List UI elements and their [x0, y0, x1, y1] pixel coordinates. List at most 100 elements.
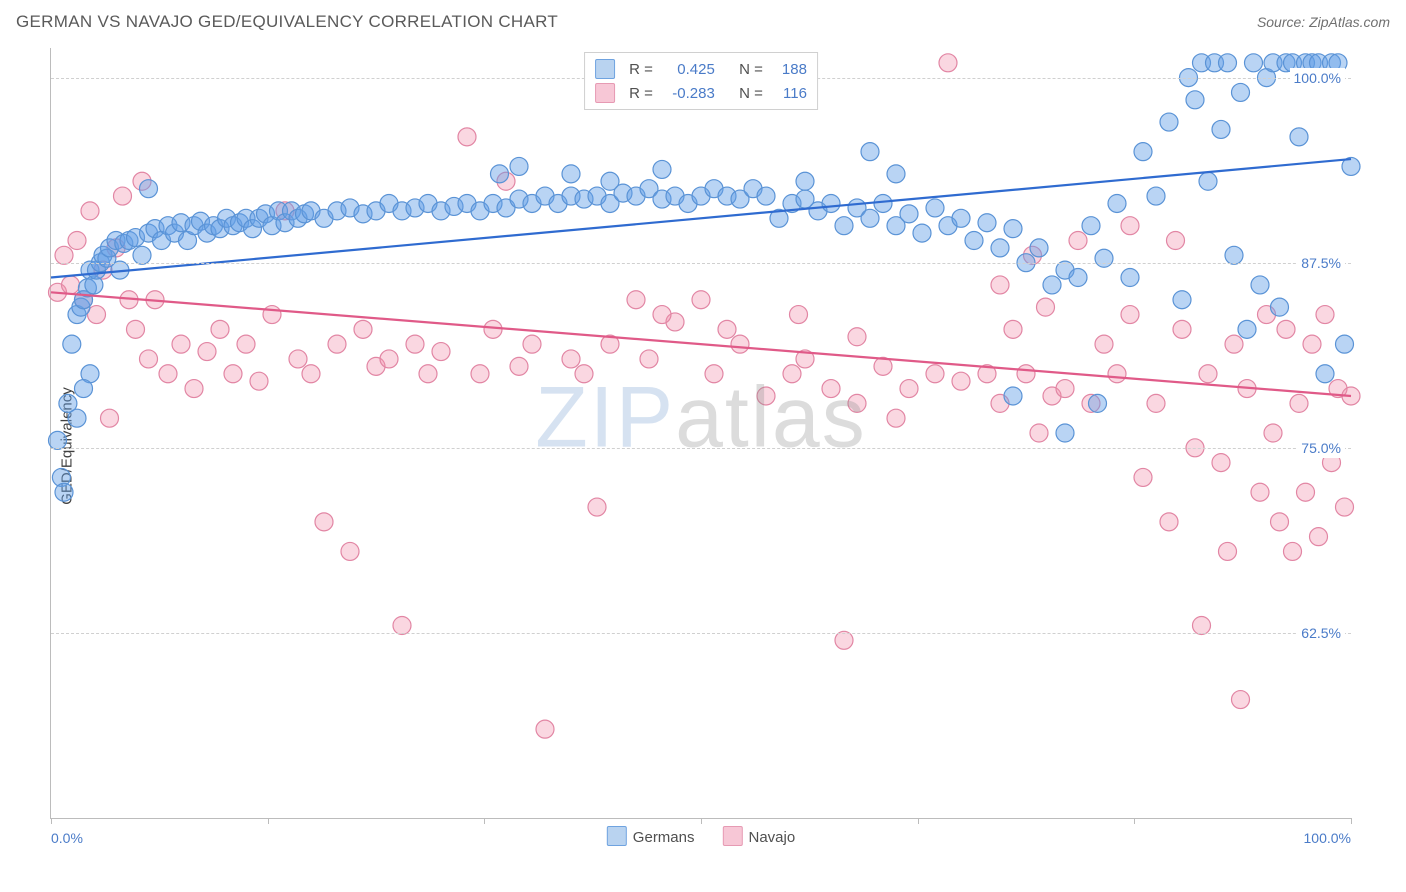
data-point	[861, 143, 879, 161]
data-point	[705, 365, 723, 383]
data-point	[822, 380, 840, 398]
data-point	[484, 320, 502, 338]
data-point	[458, 128, 476, 146]
data-point	[354, 320, 372, 338]
data-point	[1030, 424, 1048, 442]
data-point	[731, 335, 749, 353]
data-point	[796, 172, 814, 190]
data-point	[640, 350, 658, 368]
x-tick-mark	[1351, 818, 1352, 824]
legend-row: R =0.425 N =188	[595, 57, 807, 81]
data-point	[1251, 276, 1269, 294]
data-point	[562, 165, 580, 183]
data-point	[1212, 454, 1230, 472]
x-tick-label: 0.0%	[51, 830, 83, 846]
data-point	[419, 365, 437, 383]
data-point	[1225, 246, 1243, 264]
data-point	[1264, 424, 1282, 442]
data-point	[523, 335, 541, 353]
data-point	[536, 720, 554, 738]
data-point	[991, 276, 1009, 294]
data-point	[315, 513, 333, 531]
data-point	[127, 320, 145, 338]
gridline	[51, 448, 1351, 449]
data-point	[1316, 306, 1334, 324]
data-point	[1173, 320, 1191, 338]
data-point	[562, 350, 580, 368]
data-point	[653, 160, 671, 178]
data-point	[510, 157, 528, 175]
data-point	[1219, 54, 1237, 72]
data-point	[471, 365, 489, 383]
data-point	[1147, 394, 1165, 412]
data-point	[926, 365, 944, 383]
data-point	[1095, 335, 1113, 353]
data-point	[211, 320, 229, 338]
data-point	[1037, 298, 1055, 316]
data-point	[1167, 232, 1185, 250]
data-point	[1199, 172, 1217, 190]
data-point	[783, 365, 801, 383]
legend-label: Germans	[633, 829, 695, 846]
y-tick-label: 100.0%	[1290, 68, 1345, 88]
data-point	[588, 498, 606, 516]
data-point	[491, 165, 509, 183]
data-point	[159, 365, 177, 383]
data-point	[1043, 276, 1061, 294]
data-point	[1004, 387, 1022, 405]
data-point	[1303, 335, 1321, 353]
data-point	[874, 194, 892, 212]
data-point	[1316, 365, 1334, 383]
data-point	[1225, 335, 1243, 353]
data-point	[952, 209, 970, 227]
y-tick-label: 87.5%	[1297, 253, 1345, 273]
data-point	[1056, 380, 1074, 398]
data-point	[1095, 249, 1113, 267]
data-point	[1147, 187, 1165, 205]
data-point	[341, 542, 359, 560]
data-point	[185, 380, 203, 398]
data-point	[1238, 320, 1256, 338]
data-point	[1108, 194, 1126, 212]
data-point	[198, 343, 216, 361]
data-point	[1271, 298, 1289, 316]
data-point	[302, 365, 320, 383]
data-point	[1121, 269, 1139, 287]
legend-item: Germans	[607, 826, 695, 846]
data-point	[790, 306, 808, 324]
data-point	[601, 172, 619, 190]
data-point	[757, 387, 775, 405]
data-point	[1186, 91, 1204, 109]
data-point	[835, 217, 853, 235]
data-point	[101, 409, 119, 427]
data-point	[575, 365, 593, 383]
data-point	[1108, 365, 1126, 383]
x-tick-mark	[268, 818, 269, 824]
data-point	[757, 187, 775, 205]
data-point	[393, 617, 411, 635]
x-tick-mark	[1134, 818, 1135, 824]
data-point	[68, 409, 86, 427]
legend-label: Navajo	[748, 829, 795, 846]
data-point	[1336, 335, 1354, 353]
data-point	[887, 165, 905, 183]
data-point	[1134, 143, 1152, 161]
data-point	[1160, 513, 1178, 531]
data-point	[952, 372, 970, 390]
data-point	[1290, 128, 1308, 146]
data-point	[172, 335, 190, 353]
data-point	[926, 199, 944, 217]
correlation-legend: R =0.425 N =188R =-0.283 N =116	[584, 52, 818, 110]
data-point	[822, 194, 840, 212]
x-tick-mark	[701, 818, 702, 824]
data-point	[510, 357, 528, 375]
data-point	[263, 306, 281, 324]
data-point	[140, 350, 158, 368]
legend-swatch	[595, 83, 615, 103]
data-point	[140, 180, 158, 198]
data-point	[1245, 54, 1263, 72]
data-point	[627, 291, 645, 309]
data-point	[224, 365, 242, 383]
data-point	[1193, 617, 1211, 635]
data-point	[1297, 483, 1315, 501]
